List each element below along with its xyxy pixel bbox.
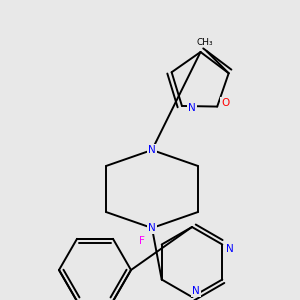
Text: CH₃: CH₃ bbox=[196, 38, 213, 47]
Text: N: N bbox=[148, 223, 156, 233]
Text: O: O bbox=[221, 98, 229, 108]
Text: N: N bbox=[192, 286, 200, 296]
Text: N: N bbox=[188, 103, 196, 113]
Text: N: N bbox=[226, 244, 234, 254]
Text: N: N bbox=[148, 145, 156, 155]
Text: F: F bbox=[139, 236, 145, 245]
